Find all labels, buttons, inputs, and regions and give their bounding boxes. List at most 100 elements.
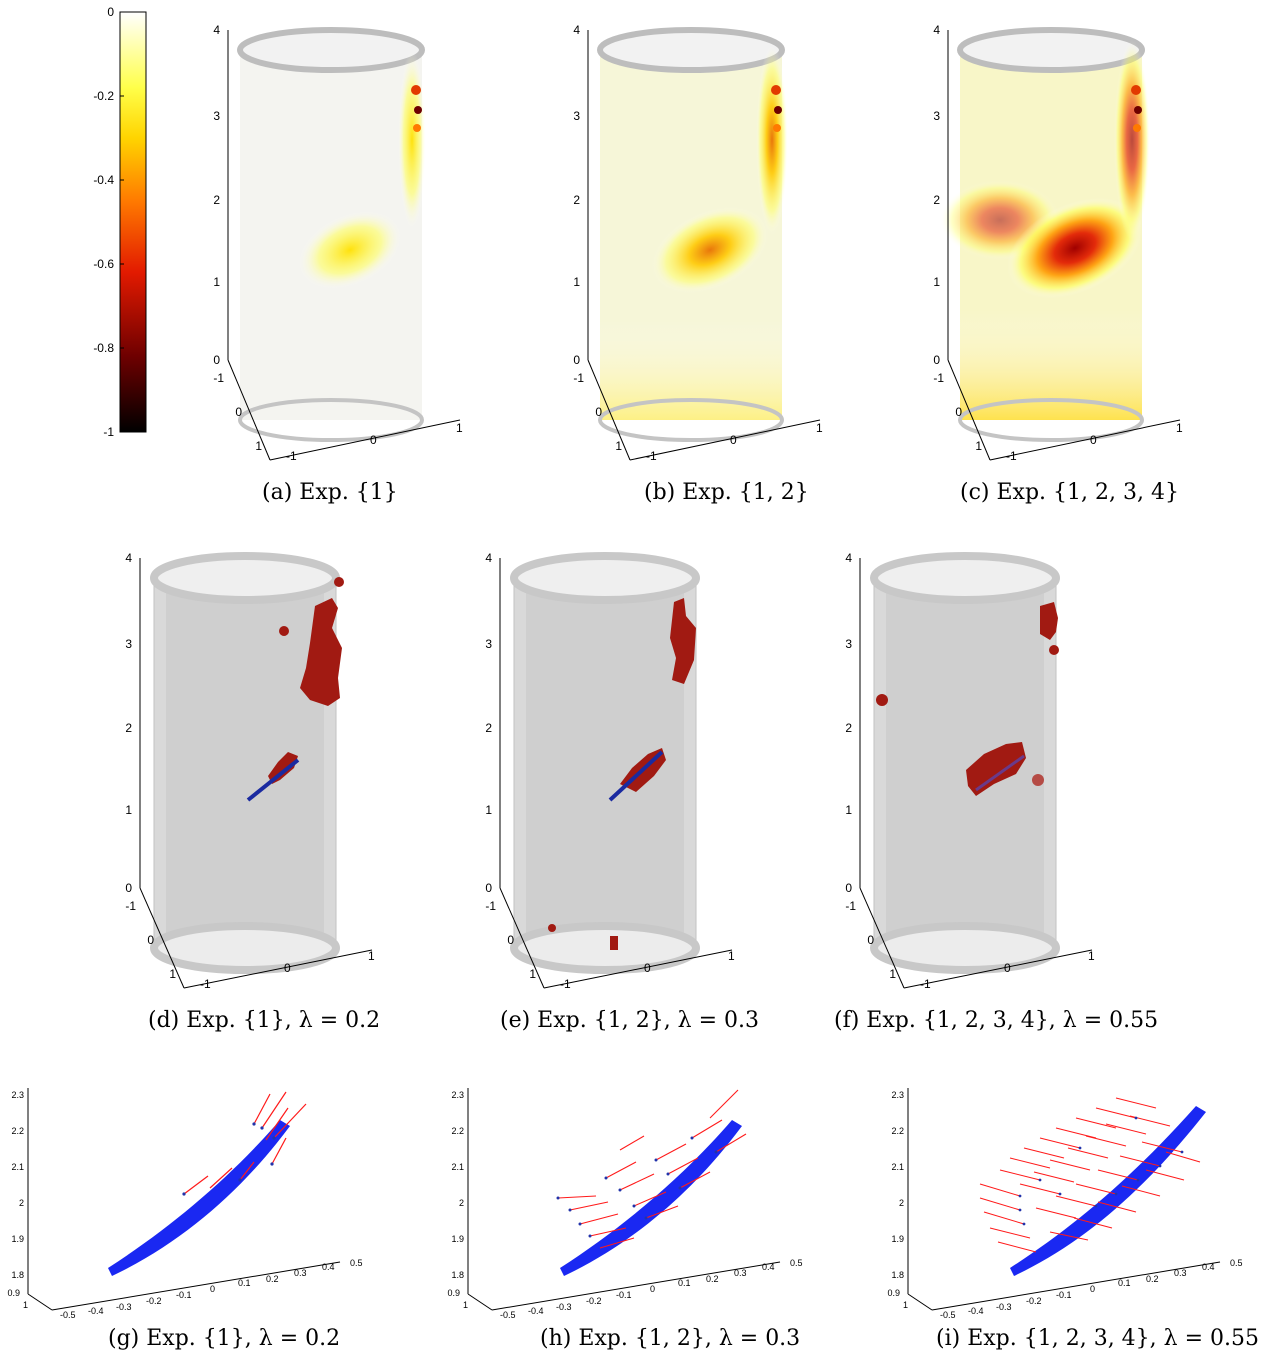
x-tick: -0.5 bbox=[500, 1310, 516, 1318]
arrow bbox=[983, 1211, 1025, 1225]
displacement-arrows bbox=[557, 1089, 747, 1249]
z-tick-2: 2 bbox=[573, 193, 580, 207]
y-tick-1: 1 bbox=[903, 1300, 908, 1310]
x-tick: 0 bbox=[650, 1284, 655, 1294]
y-tick-neg1: -1 bbox=[485, 899, 496, 913]
y-tick-neg1: -1 bbox=[125, 899, 136, 913]
red-blob-small bbox=[279, 626, 289, 636]
red-blob-small bbox=[1032, 774, 1044, 786]
z-tick-2.1: 2.1 bbox=[451, 1162, 464, 1172]
heat-hot-spot bbox=[1134, 106, 1142, 114]
x-tick: 0.1 bbox=[678, 1278, 691, 1288]
x-tick: -0.5 bbox=[940, 1310, 956, 1318]
y-tick-1: 1 bbox=[23, 1300, 28, 1310]
point bbox=[678, 1186, 682, 1190]
arrow bbox=[1115, 1097, 1157, 1109]
point bbox=[666, 1172, 670, 1176]
x-tick: -0.2 bbox=[586, 1296, 602, 1306]
x-tick: -0.1 bbox=[616, 1290, 632, 1300]
arrow bbox=[1121, 1185, 1161, 1197]
displacement-arrows bbox=[979, 1097, 1201, 1253]
point bbox=[588, 1234, 592, 1238]
axes-frame bbox=[499, 558, 733, 989]
caption-b: (b) Exp. {1, 2} bbox=[644, 480, 809, 505]
point bbox=[690, 1136, 694, 1140]
panel-i-zoom: 2.3 2.2 2.1 2 1.9 1.8 0.9 1 -0.5 -0.4 -0… bbox=[887, 1088, 1243, 1318]
z-tick-4: 4 bbox=[933, 23, 940, 37]
z-tick-0: 0 bbox=[845, 881, 852, 895]
point bbox=[1058, 1192, 1062, 1196]
cylinder-bottom-rim bbox=[238, 398, 424, 442]
crack-surface bbox=[108, 1120, 290, 1276]
heat-spot-edge bbox=[1114, 40, 1150, 240]
arrow bbox=[667, 1157, 699, 1175]
x-tick: 0.5 bbox=[350, 1258, 363, 1268]
red-blob-small bbox=[610, 936, 618, 950]
arrow bbox=[1165, 1151, 1201, 1163]
z-tick-0: 0 bbox=[213, 353, 220, 367]
z-tick-2.2: 2.2 bbox=[891, 1126, 904, 1136]
crack-line bbox=[608, 750, 664, 802]
x-tick: -0.4 bbox=[528, 1306, 544, 1316]
x-tick: 0.2 bbox=[1146, 1274, 1159, 1284]
arrow bbox=[1023, 1147, 1065, 1159]
x-tick-1: 1 bbox=[816, 421, 823, 435]
axes-frame bbox=[859, 558, 1093, 989]
z-tick-2.3: 2.3 bbox=[451, 1090, 464, 1100]
y-tick-1: 1 bbox=[463, 1300, 468, 1310]
arrow bbox=[1049, 1159, 1091, 1171]
x-tick-neg1: -1 bbox=[646, 449, 657, 463]
x-tick: -0.1 bbox=[176, 1290, 192, 1300]
axes-frame bbox=[947, 30, 1181, 461]
arrow bbox=[979, 1197, 1021, 1211]
point bbox=[1134, 1116, 1138, 1120]
y-tick-1: 1 bbox=[169, 967, 176, 981]
caption-d: (d) Exp. {1}, λ = 0.2 bbox=[148, 1008, 381, 1033]
arrow bbox=[655, 1143, 687, 1161]
heat-hot-spot bbox=[774, 106, 782, 114]
red-blob-small bbox=[1049, 645, 1059, 655]
zoom-axes-frame bbox=[27, 1088, 341, 1311]
heat-hot-spot bbox=[771, 85, 781, 95]
arrow bbox=[271, 1137, 287, 1165]
heat-spot-edge bbox=[756, 45, 788, 235]
arrow bbox=[253, 1093, 271, 1125]
point bbox=[1136, 1178, 1140, 1182]
x-tick: -0.5 bbox=[60, 1310, 76, 1318]
arrow bbox=[209, 1167, 233, 1189]
z-tick-1.8: 1.8 bbox=[891, 1270, 904, 1280]
x-tick: 0.2 bbox=[266, 1274, 279, 1284]
arrow bbox=[1105, 1123, 1147, 1135]
z-tick-0.9: 0.9 bbox=[887, 1288, 900, 1298]
z-tick-2: 2 bbox=[19, 1198, 24, 1208]
arrow bbox=[997, 1241, 1037, 1253]
arrow bbox=[273, 1103, 307, 1139]
measurement-points bbox=[1018, 1116, 1184, 1226]
x-tick-1: 1 bbox=[1176, 421, 1183, 435]
cylinder-top-rim bbox=[957, 27, 1145, 73]
arrow bbox=[1035, 1207, 1077, 1219]
arrow bbox=[1033, 1171, 1075, 1183]
x-tick: -0.3 bbox=[556, 1302, 572, 1312]
arrow bbox=[979, 1183, 1021, 1197]
x-tick: -0.4 bbox=[88, 1306, 104, 1316]
arrow bbox=[989, 1227, 1031, 1239]
x-tick: 0 bbox=[210, 1284, 215, 1294]
point bbox=[1078, 1146, 1082, 1150]
cylinder-bottom-rim bbox=[870, 922, 1060, 974]
arrow bbox=[265, 1107, 289, 1141]
arrow bbox=[1075, 1117, 1117, 1129]
red-blob-top bbox=[670, 598, 696, 684]
heat-hot-spot bbox=[1133, 124, 1141, 132]
z-tick-0.9: 0.9 bbox=[7, 1288, 20, 1298]
x-tick-0: 0 bbox=[730, 433, 737, 447]
caption-f: (f) Exp. {1, 2, 3, 4}, λ = 0.55 bbox=[834, 1008, 1159, 1033]
panel-b-heatmap: 4 3 2 1 0 -1 0 1 -1 0 1 bbox=[573, 23, 823, 463]
point bbox=[1094, 1204, 1098, 1208]
point bbox=[568, 1208, 572, 1212]
y-tick-1: 1 bbox=[255, 439, 262, 453]
x-tick: -0.3 bbox=[116, 1302, 132, 1312]
point bbox=[252, 1122, 256, 1126]
cylinder-top-rim bbox=[597, 27, 785, 73]
z-tick-2: 2 bbox=[125, 721, 132, 735]
